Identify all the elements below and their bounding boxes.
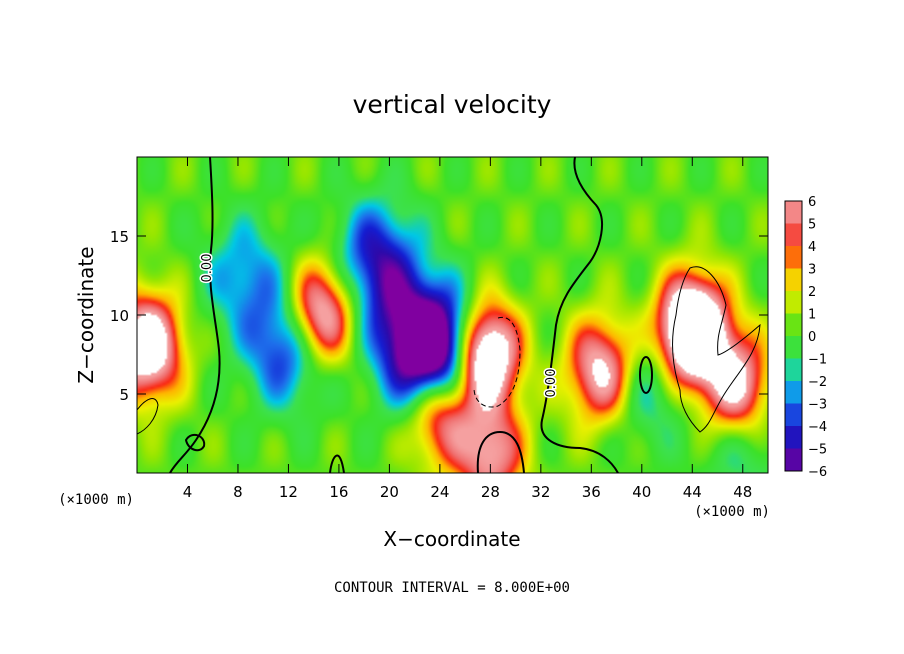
contour-zero-small-left bbox=[184, 433, 206, 452]
chart-title: vertical velocity bbox=[353, 90, 552, 119]
y-tick-label: 5 bbox=[119, 386, 129, 404]
y-axis-label: Z−coordinate bbox=[74, 246, 98, 383]
contour-label-left: 0.00 bbox=[200, 254, 215, 283]
colorbar-label: −1 bbox=[808, 353, 827, 368]
colorbar-label: 3 bbox=[808, 263, 816, 278]
y-unit-label: (×1000 m) bbox=[58, 492, 134, 508]
colorbar-label: −3 bbox=[808, 398, 827, 413]
colorbar-label: 0 bbox=[808, 330, 816, 345]
x-tick-label: 8 bbox=[233, 483, 243, 501]
colorbar-swatch bbox=[785, 291, 802, 314]
x-tick-label: 36 bbox=[582, 483, 601, 501]
colorbar-swatch bbox=[785, 426, 802, 449]
plot-area: 0.00 0.00 bbox=[136, 156, 769, 474]
interior-contours bbox=[137, 266, 761, 435]
x-tick-label: 48 bbox=[733, 483, 752, 501]
x-tick-label: 24 bbox=[430, 483, 449, 501]
contour-positive-right bbox=[672, 266, 761, 433]
contour-interval-note: CONTOUR INTERVAL = 8.000E+00 bbox=[334, 580, 570, 596]
contour-positive-left bbox=[137, 398, 159, 435]
x-axis-ticks: 4 8 12 16 20 24 28 32 36 40 44 48 bbox=[183, 157, 752, 501]
contour-zero-left bbox=[169, 157, 221, 473]
colorbar-label: −2 bbox=[808, 375, 827, 390]
x-unit-label: (×1000 m) bbox=[694, 504, 770, 520]
contour-zero-right bbox=[540, 157, 619, 473]
colorbar-label: 6 bbox=[808, 195, 816, 210]
x-tick-label: 4 bbox=[183, 483, 193, 501]
colorbar-swatch bbox=[785, 358, 802, 382]
x-tick-label: 12 bbox=[279, 483, 298, 501]
colorbar-label: −5 bbox=[808, 443, 827, 458]
colorbar: 6 5 4 3 2 1 0 −1 −2 −3 −4 −5 −6 bbox=[784, 195, 827, 480]
colorbar-label: 2 bbox=[808, 285, 816, 300]
colorbar-label: −4 bbox=[808, 420, 827, 435]
x-tick-label: 16 bbox=[329, 483, 348, 501]
x-axis-label: X−coordinate bbox=[383, 527, 520, 551]
colorbar-swatch bbox=[785, 268, 802, 292]
contour-negative-center bbox=[473, 316, 521, 408]
colorbar-swatch bbox=[785, 201, 802, 224]
contour-zero-small-right bbox=[639, 356, 653, 394]
x-tick-label: 20 bbox=[380, 483, 399, 501]
colorbar-swatch bbox=[785, 223, 802, 247]
y-tick-label: 15 bbox=[110, 228, 129, 246]
contour-label-right: 0.00 bbox=[544, 369, 559, 398]
colorbar-swatch bbox=[785, 403, 802, 427]
colorbar-swatch bbox=[785, 448, 802, 472]
colorbar-label: 5 bbox=[808, 218, 816, 233]
x-tick-label: 32 bbox=[531, 483, 550, 501]
colorbar-swatch bbox=[785, 381, 802, 404]
contour-zero-bottom-left bbox=[329, 454, 345, 473]
contour-zero-bottom bbox=[476, 430, 525, 473]
colorbar-label: −6 bbox=[808, 465, 827, 480]
y-tick-label: 10 bbox=[110, 307, 129, 325]
x-tick-label: 28 bbox=[481, 483, 500, 501]
colorbar-swatch bbox=[785, 313, 802, 337]
x-tick-label: 44 bbox=[683, 483, 702, 501]
velocity-heatmap bbox=[137, 157, 768, 473]
colorbar-label: 4 bbox=[808, 240, 816, 255]
colorbar-label: 1 bbox=[808, 308, 816, 323]
colorbar-swatch bbox=[785, 246, 802, 269]
zero-contours bbox=[169, 157, 653, 473]
y-axis-ticks: 5 10 15 bbox=[110, 228, 768, 404]
x-tick-label: 40 bbox=[632, 483, 651, 501]
colorbar-swatch bbox=[785, 336, 802, 359]
colorbar-frame bbox=[784, 200, 803, 472]
